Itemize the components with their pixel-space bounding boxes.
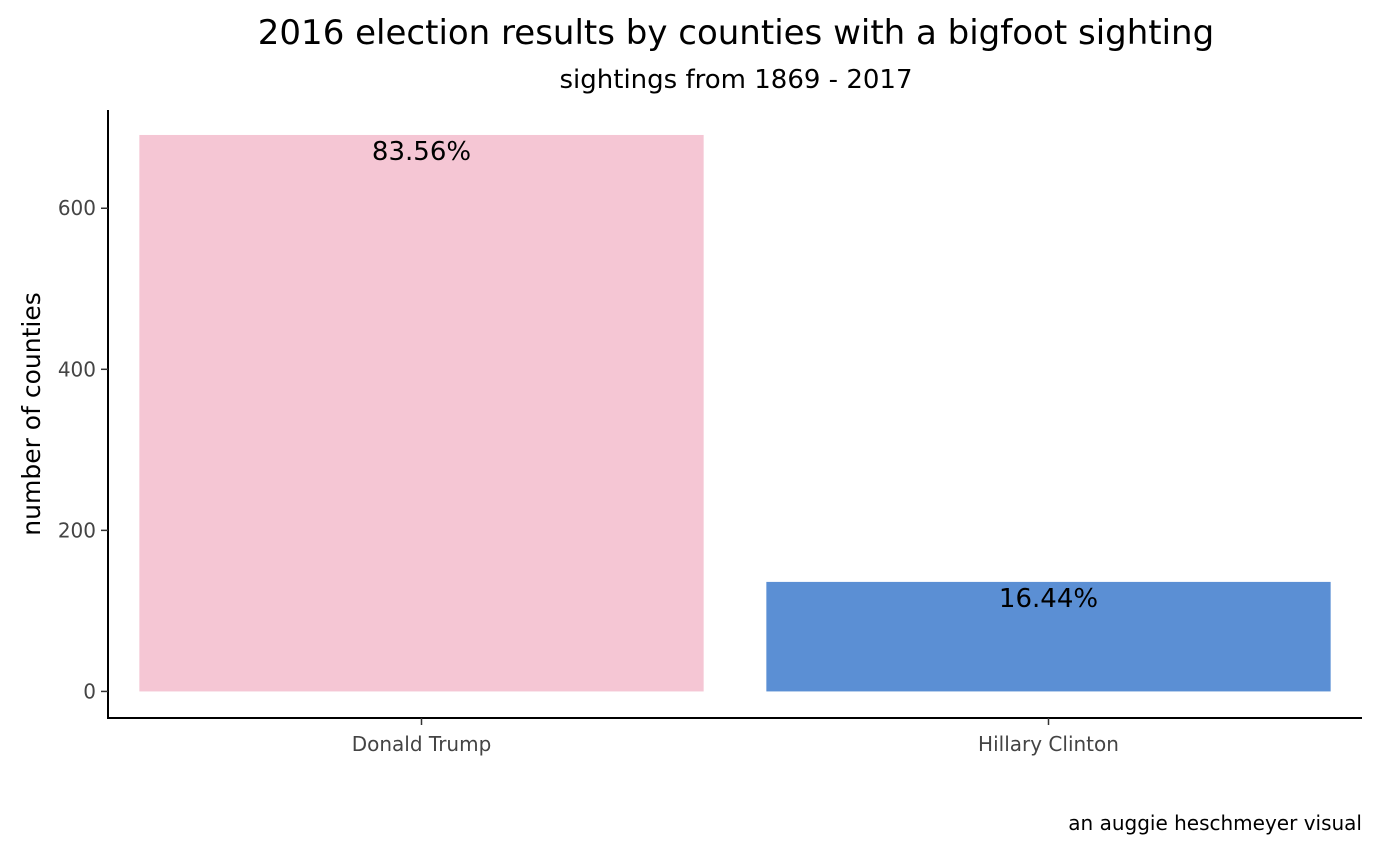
y-tick-label: 200 <box>58 518 96 542</box>
plot-area: 83.56% 16.44% 0 200 400 600 Donald Trump Hill… <box>58 110 1362 756</box>
y-tick-label: 0 <box>83 679 96 703</box>
data-label-hillary-clinton: 16.44% <box>999 584 1098 614</box>
x-axis-ticks: Donald Trump Hillary Clinton <box>352 718 1119 756</box>
x-tick-label: Hillary Clinton <box>978 732 1119 756</box>
bar-donald-trump <box>139 134 704 692</box>
data-label-donald-trump: 83.56% <box>372 137 471 167</box>
y-axis-ticks: 0 200 400 600 <box>58 196 108 703</box>
chart-subtitle: sightings from 1869 - 2017 <box>560 65 913 95</box>
y-axis-label: number of counties <box>17 292 46 535</box>
y-tick-label: 400 <box>58 357 96 381</box>
chart-caption: an auggie heschmeyer visual <box>1068 811 1362 835</box>
bar-hillary-clinton <box>766 581 1331 692</box>
data-labels-layer: 83.56% 16.44% <box>372 137 1098 614</box>
y-tick-label: 600 <box>58 196 96 220</box>
x-tick-label: Donald Trump <box>352 732 492 756</box>
bars-layer <box>139 134 1331 692</box>
chart-title: 2016 election results by counties with a… <box>258 13 1214 53</box>
